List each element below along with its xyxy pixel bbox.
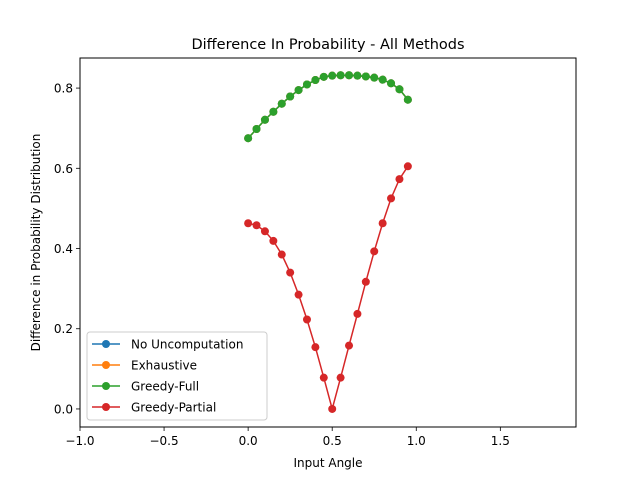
data-point — [319, 72, 328, 81]
legend-marker — [102, 361, 110, 369]
legend-item: Exhaustive — [92, 359, 197, 373]
series-greedy-partial — [244, 162, 412, 413]
data-point — [370, 73, 379, 82]
data-point — [286, 268, 295, 277]
data-point — [403, 95, 412, 104]
data-point — [302, 80, 311, 89]
x-axis: −1.0 −0.5 0.0 0.5 1.0 1.5 — [65, 427, 510, 448]
legend-item: Greedy-Partial — [92, 401, 216, 415]
legend-marker — [102, 340, 110, 348]
data-point — [378, 75, 387, 84]
axes-frame — [79, 57, 577, 428]
x-tick-label: 1.5 — [491, 434, 510, 448]
data-point — [353, 71, 362, 80]
data-point — [403, 162, 412, 171]
series-line — [247, 74, 409, 139]
x-tick-label: −0.5 — [149, 434, 178, 448]
legend-label: Greedy-Full — [131, 380, 199, 394]
data-point — [328, 71, 337, 80]
data-point — [345, 341, 354, 350]
series-greedy-full — [244, 71, 412, 143]
data-point — [336, 71, 345, 80]
data-point — [286, 92, 295, 101]
x-tick-label: 1.0 — [407, 434, 426, 448]
legend-label: Greedy-Partial — [131, 401, 216, 415]
y-tick-label: 0.4 — [54, 242, 73, 256]
legend: No Uncomputation Exhaustive Greedy-Full Gre… — [86, 331, 268, 421]
data-point — [361, 72, 370, 81]
legend-item: No Uncomputation — [92, 338, 243, 352]
data-point — [395, 175, 404, 184]
data-point — [252, 124, 261, 133]
data-point — [370, 247, 379, 256]
data-point — [319, 373, 328, 382]
x-tick-label: 0.5 — [323, 434, 342, 448]
y-tick-label: 0.0 — [54, 402, 73, 416]
data-point — [328, 404, 337, 413]
y-tick-label: 0.6 — [54, 162, 73, 176]
data-point — [336, 373, 345, 382]
data-point — [244, 134, 253, 143]
y-axis-label: Difference in Probability Distribution — [29, 134, 43, 352]
legend-marker — [102, 403, 110, 411]
data-point — [252, 221, 261, 230]
data-point — [387, 194, 396, 203]
data-point — [277, 99, 286, 108]
legend-item: Greedy-Full — [92, 380, 199, 394]
data-point — [269, 236, 278, 245]
x-tick-label: −1.0 — [65, 434, 94, 448]
data-point — [294, 290, 303, 299]
chart-title: Difference In Probability - All Methods — [191, 37, 464, 53]
series-line — [247, 74, 409, 139]
data-point — [395, 85, 404, 94]
x-tick-label: 0.0 — [239, 434, 258, 448]
data-point — [277, 250, 286, 259]
data-point — [244, 219, 253, 228]
legend-marker — [102, 382, 110, 390]
data-point — [311, 343, 320, 352]
data-point — [302, 315, 311, 324]
data-point — [260, 227, 269, 236]
series-line — [247, 74, 409, 139]
legend-frame — [86, 331, 268, 421]
data-point — [311, 76, 320, 85]
data-point — [361, 277, 370, 286]
data-point — [387, 79, 396, 88]
data-point — [260, 115, 269, 124]
data-point — [294, 86, 303, 95]
legend-label: No Uncomputation — [131, 338, 243, 352]
data-point — [345, 71, 354, 80]
plot-area — [244, 71, 412, 413]
y-tick-label: 0.2 — [54, 322, 73, 336]
series-line — [247, 165, 409, 412]
y-axis: 0.0 0.2 0.4 0.6 0.8 — [54, 82, 80, 416]
data-point — [378, 219, 387, 228]
data-point — [353, 309, 362, 318]
legend-label: Exhaustive — [131, 359, 197, 373]
data-point — [269, 107, 278, 116]
y-tick-label: 0.8 — [54, 82, 73, 96]
x-axis-label: Input Angle — [293, 456, 362, 470]
